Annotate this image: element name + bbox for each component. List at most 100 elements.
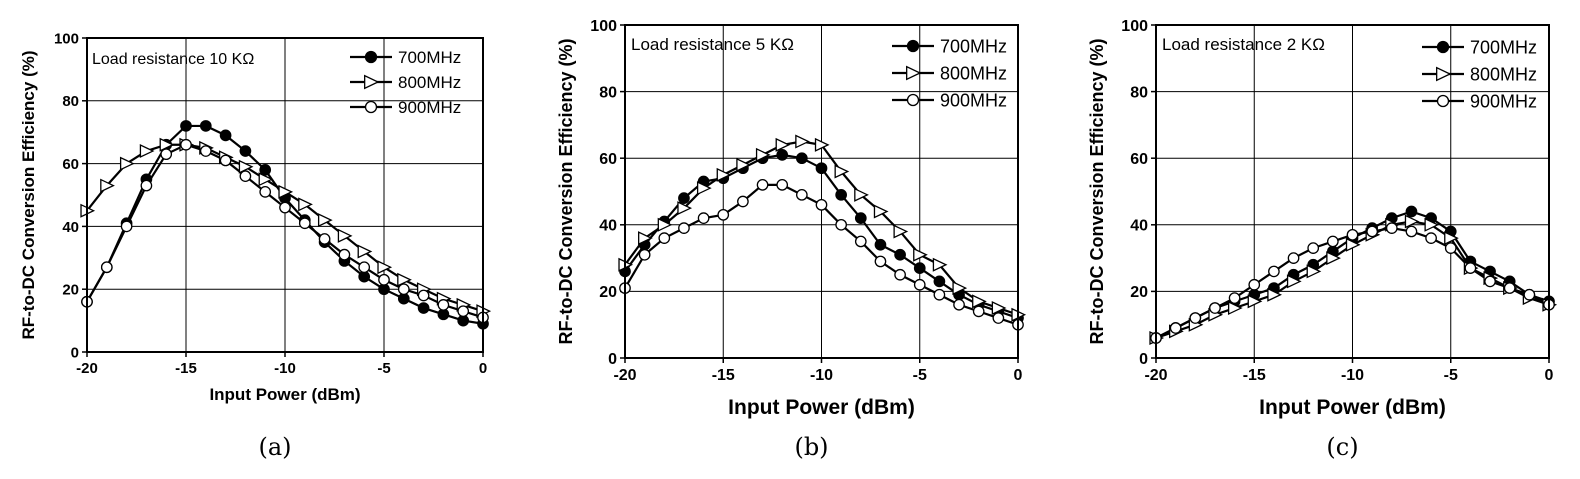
legend-marker: [906, 65, 922, 81]
legend-label: 700MHz: [398, 48, 461, 67]
legend-marker: [906, 39, 920, 53]
data-point: [873, 204, 889, 219]
data-point: [278, 184, 294, 199]
data-point: [139, 144, 155, 159]
data-point: [318, 233, 331, 245]
data-point: [696, 181, 712, 196]
panel-label: (b): [794, 433, 828, 461]
legend: 700MHz 800MHz 900MHz: [892, 36, 1007, 110]
data-point: [795, 188, 808, 201]
series-markers-800MHz: [618, 134, 1027, 322]
legend-marker: [906, 93, 920, 107]
data-point: [259, 186, 272, 198]
legend-label: 800MHz: [398, 73, 461, 92]
data-point: [776, 178, 789, 191]
x-tick-label: 0: [479, 360, 487, 377]
x-tick-label: -15: [1243, 367, 1266, 384]
y-tick-label: 80: [599, 84, 617, 101]
data-point: [658, 232, 671, 244]
data-point: [279, 201, 291, 214]
data-point: [1464, 262, 1477, 274]
data-point: [199, 120, 212, 132]
data-point: [239, 145, 252, 157]
data-point: [377, 260, 393, 275]
data-point: [397, 272, 412, 287]
y-tick-label: 60: [599, 151, 617, 168]
data-point: [1326, 251, 1341, 266]
y-tick-label: 80: [62, 93, 79, 110]
data-point: [913, 262, 926, 274]
data-point: [932, 257, 948, 272]
data-point: [854, 235, 867, 248]
data-point: [199, 145, 212, 157]
data-point: [259, 164, 272, 176]
data-point: [338, 248, 351, 261]
legend-label: 900MHz: [1470, 91, 1537, 111]
data-point: [1169, 322, 1182, 334]
panel-label: (c): [1326, 433, 1358, 461]
legend-label: 800MHz: [1470, 64, 1537, 84]
y-tick-label: 20: [1130, 284, 1148, 301]
data-point: [913, 278, 926, 291]
y-axis-label: RF-to-DC Conversion Efficiency (%): [556, 38, 576, 344]
data-point: [874, 255, 887, 268]
data-point: [1484, 275, 1496, 288]
legend: 700MHz 800MHz 900MHz: [1422, 37, 1537, 111]
plot-area-border: [624, 24, 1019, 359]
data-point: [457, 305, 470, 318]
data-point: [317, 213, 333, 228]
legend-label: 700MHz: [940, 36, 1007, 56]
data-point: [657, 217, 673, 232]
series-markers-900MHz: [1150, 222, 1555, 344]
data-point: [119, 156, 135, 171]
legend-marker: [1436, 94, 1450, 108]
data-point: [638, 231, 653, 246]
y-tick-label: 20: [62, 282, 79, 299]
data-point: [815, 198, 828, 211]
data-point: [417, 302, 430, 314]
data-point: [1189, 312, 1202, 324]
data-point: [638, 248, 651, 261]
data-point: [298, 197, 313, 212]
data-point: [219, 129, 232, 142]
legend: 700MHz 800MHz 900MHz: [350, 48, 461, 117]
data-point: [1385, 222, 1398, 234]
data-point: [835, 218, 848, 231]
data-point: [159, 137, 175, 152]
legend-label: 900MHz: [940, 90, 1007, 110]
data-point: [417, 289, 430, 302]
x-tick-label: -5: [377, 360, 390, 377]
legend-marker: [364, 50, 378, 64]
x-axis-label: Input Power (dBm): [728, 396, 915, 419]
x-tick-label: 0: [1545, 367, 1554, 384]
data-point: [100, 178, 115, 193]
data-point: [219, 154, 232, 167]
data-point: [854, 187, 869, 202]
data-point: [437, 299, 450, 311]
y-tick-label: 40: [1130, 218, 1148, 235]
y-tick-label: 40: [599, 218, 617, 235]
data-point: [814, 137, 830, 152]
data-point: [795, 134, 810, 149]
legend-marker: [364, 74, 380, 90]
data-point: [1209, 302, 1221, 314]
y-tick-label: 80: [1130, 84, 1148, 101]
data-point: [972, 305, 985, 318]
data-point: [160, 148, 173, 161]
legend-marker: [1436, 40, 1450, 54]
data-point: [697, 212, 710, 224]
chart-panel-2: -20 -15 -10 -5 0 0 20 40 60 80 100 Load resistance …: [556, 18, 1027, 461]
legend-label: 800MHz: [940, 63, 1007, 83]
plot-area-border: [86, 37, 484, 353]
x-axis-label: Input Power (dBm): [209, 385, 360, 404]
data-point: [1287, 252, 1300, 264]
data-point: [1306, 264, 1322, 279]
data-point: [874, 238, 887, 251]
panel-label: (a): [258, 433, 291, 461]
x-tick-label: 0: [1014, 367, 1023, 384]
data-point: [776, 149, 789, 161]
y-tick-label: 100: [590, 18, 617, 35]
x-tick-label: -20: [76, 360, 98, 377]
data-point: [1248, 278, 1261, 291]
data-point: [854, 212, 867, 224]
